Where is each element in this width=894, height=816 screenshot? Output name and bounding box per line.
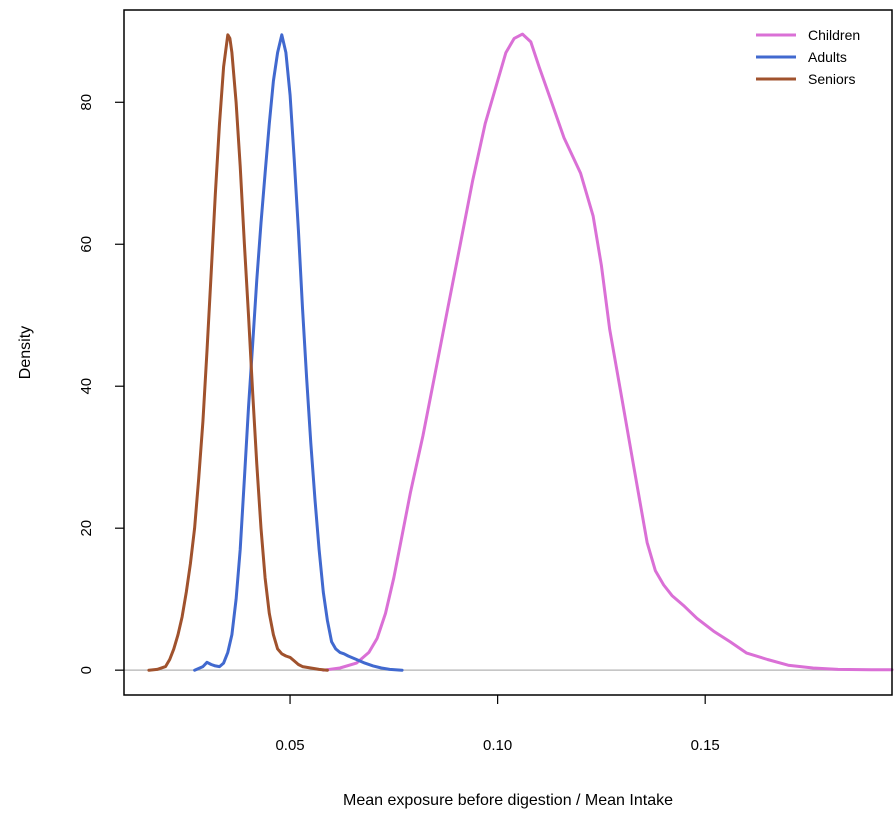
legend-label-children: Children <box>808 27 860 43</box>
x-axis-title: Mean exposure before digestion / Mean In… <box>343 792 673 809</box>
y-tick-label: 60 <box>78 236 95 253</box>
y-axis: 0 20 40 60 80 <box>78 94 124 674</box>
y-axis-title: Density <box>17 326 34 379</box>
plot-frame <box>123 9 893 696</box>
x-tick-label: 0.05 <box>275 737 304 754</box>
legend: Children Adults Seniors <box>756 27 860 87</box>
series-line-children <box>321 32 894 672</box>
y-tick-label: 0 <box>78 666 95 674</box>
legend-label-seniors: Seniors <box>808 71 855 87</box>
series-line-adults <box>193 33 404 672</box>
series-line-seniors <box>147 33 329 672</box>
x-axis: 0.05 0.10 0.15 <box>275 695 720 754</box>
y-tick-label: 80 <box>78 94 95 111</box>
series-layer <box>147 32 894 672</box>
y-tick-label: 40 <box>78 378 95 395</box>
x-tick-label: 0.15 <box>691 737 720 754</box>
x-tick-label: 0.10 <box>483 737 512 754</box>
y-tick-label: 20 <box>78 520 95 537</box>
legend-label-adults: Adults <box>808 49 847 65</box>
